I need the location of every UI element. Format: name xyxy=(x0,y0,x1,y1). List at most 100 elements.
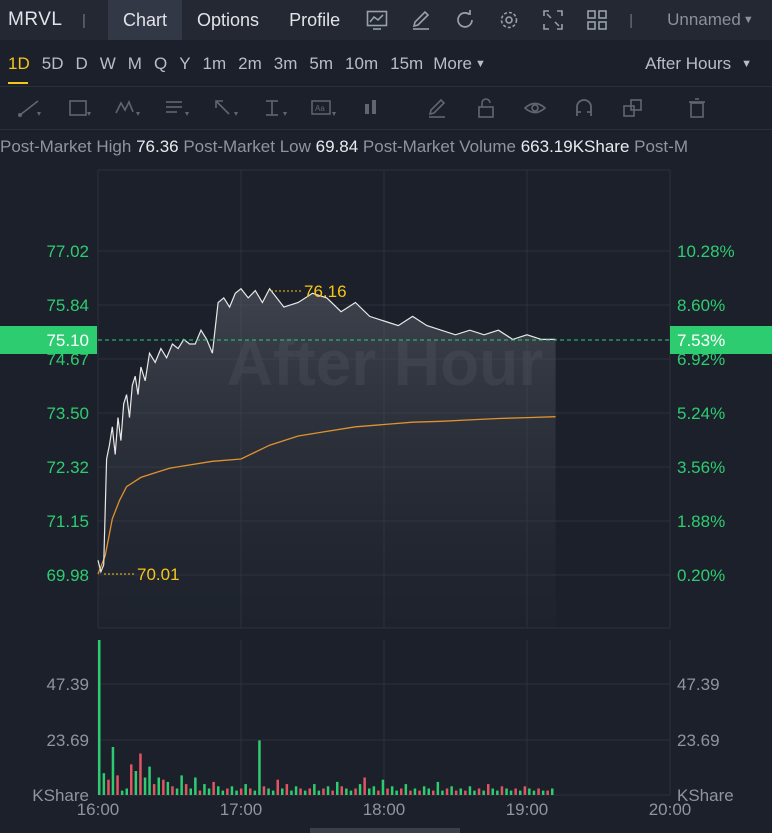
scroll-handle[interactable] xyxy=(310,828,460,833)
price-range-icon[interactable] xyxy=(260,96,290,120)
price-tick: 71.15 xyxy=(46,512,89,531)
volume-bar xyxy=(395,790,398,795)
volume-bar xyxy=(171,786,174,795)
volume-bar xyxy=(303,790,307,795)
interval-10m[interactable]: 10m xyxy=(345,54,379,73)
drawing-toolbar: Aa xyxy=(0,86,772,130)
volume-bar xyxy=(400,788,403,795)
eye-icon[interactable] xyxy=(520,96,550,120)
volume-bar xyxy=(152,784,156,795)
volume-bar xyxy=(546,790,549,795)
percent-tick: 5.24% xyxy=(677,404,725,423)
top-toolbar: MRVL | Chart Options Profile | Unnamed ▼ xyxy=(0,0,772,40)
refresh-icon[interactable] xyxy=(454,9,476,31)
interval-15m[interactable]: 15m xyxy=(390,54,424,73)
session-dropdown[interactable]: After Hours ▼ xyxy=(645,44,752,84)
volume-bar xyxy=(445,788,449,795)
volume-bar xyxy=(386,788,389,795)
volume-bar xyxy=(514,788,517,795)
volume-bar xyxy=(175,788,179,795)
volume-bar xyxy=(102,773,106,795)
volume-bar xyxy=(441,790,444,795)
interval-bar: 1D 5D D W M Q Y 1m 2m 3m 5m 10m 15m More… xyxy=(0,44,772,84)
volume-bar xyxy=(276,779,279,795)
volume-bar xyxy=(308,788,311,795)
volume-bar xyxy=(381,779,385,795)
caret-down-icon: ▼ xyxy=(474,58,486,70)
arrow-icon[interactable] xyxy=(211,96,241,120)
current-percent-tag xyxy=(670,326,772,354)
trend-line-icon[interactable] xyxy=(15,96,45,120)
interval-y[interactable]: Y xyxy=(179,54,191,73)
layout-grid-icon[interactable] xyxy=(586,9,608,31)
volume-bar xyxy=(477,788,481,795)
ticker-symbol[interactable]: MRVL xyxy=(8,9,63,30)
interval-1d[interactable]: 1D xyxy=(0,44,36,84)
volume-bar xyxy=(363,777,366,795)
left-price-axis: 77.02 75.84 74.67 73.50 72.32 71.15 69.9… xyxy=(46,242,89,585)
layers-icon[interactable] xyxy=(618,96,648,120)
time-tick: 18:00 xyxy=(363,800,406,819)
volume-bar xyxy=(372,786,376,795)
chevron-down-icon: ▼ xyxy=(742,14,754,26)
volume-bar xyxy=(184,784,188,795)
lock-icon[interactable] xyxy=(471,96,501,120)
interval-q[interactable]: Q xyxy=(153,54,168,73)
volume-bar xyxy=(541,790,545,795)
chart-grid xyxy=(97,169,671,796)
volume-bar xyxy=(519,790,522,795)
tab-profile[interactable]: Profile xyxy=(289,9,341,30)
high-marker-label: 76.16 xyxy=(304,282,347,301)
layout-name-dropdown[interactable]: Unnamed ▼ xyxy=(667,10,754,30)
volume-bar xyxy=(450,786,453,795)
volume-axis: 47.39 23.69 KShare 47.39 23.69 KShare xyxy=(32,675,733,805)
volume-bar xyxy=(244,784,247,795)
more-intervals-dropdown[interactable]: More ▼ xyxy=(429,54,486,74)
interval-5m[interactable]: 5m xyxy=(309,54,334,73)
pencil-icon[interactable] xyxy=(422,96,452,120)
volume-bar xyxy=(409,790,412,795)
volume-bar xyxy=(116,775,119,795)
volume-bar xyxy=(336,781,339,795)
interval-w[interactable]: W xyxy=(99,54,116,73)
bar-pattern-icon[interactable] xyxy=(358,96,388,120)
volume-bar xyxy=(271,790,275,795)
interval-d[interactable]: D xyxy=(75,54,88,73)
volume-bar xyxy=(221,790,225,795)
volume-bar xyxy=(262,786,266,795)
rectangle-icon[interactable] xyxy=(64,96,94,120)
trash-icon[interactable] xyxy=(682,96,712,120)
volume-bar xyxy=(111,747,115,795)
text-note-icon[interactable] xyxy=(162,96,192,120)
volume-bar xyxy=(532,790,536,795)
volume-tick-right: 47.39 xyxy=(677,675,720,694)
volume-bar xyxy=(459,788,462,795)
fullscreen-icon[interactable] xyxy=(542,9,564,31)
high-value: 76.36 xyxy=(136,137,179,156)
tab-options[interactable]: Options xyxy=(197,9,260,30)
volume-bar xyxy=(509,790,513,795)
gear-icon[interactable] xyxy=(498,9,520,31)
label-icon[interactable]: Aa xyxy=(309,96,339,120)
price-tick: 73.50 xyxy=(46,404,89,423)
volume-bar xyxy=(313,784,316,795)
time-axis: 16:00 17:00 18:00 19:00 20:00 xyxy=(77,800,692,819)
volume-bar xyxy=(368,788,371,795)
interval-1m[interactable]: 1m xyxy=(202,54,227,73)
draw-icon[interactable] xyxy=(410,9,432,31)
magnet-icon[interactable] xyxy=(569,96,599,120)
volume-tick-left: 23.69 xyxy=(46,731,89,750)
svg-text:Aa: Aa xyxy=(315,104,325,113)
tab-chart[interactable]: Chart xyxy=(108,0,183,40)
interval-m[interactable]: M xyxy=(127,54,142,73)
volume-bar xyxy=(349,790,353,795)
volume-bar xyxy=(120,790,124,795)
volume-bar xyxy=(345,788,348,795)
chart-settings-icon[interactable] xyxy=(366,9,388,31)
interval-3m[interactable]: 3m xyxy=(273,54,298,73)
interval-5d[interactable]: 5D xyxy=(41,54,64,73)
pattern-icon[interactable] xyxy=(113,96,143,120)
interval-2m[interactable]: 2m xyxy=(238,54,262,73)
volume-bar xyxy=(326,786,330,795)
price-tick: 77.02 xyxy=(46,242,89,261)
